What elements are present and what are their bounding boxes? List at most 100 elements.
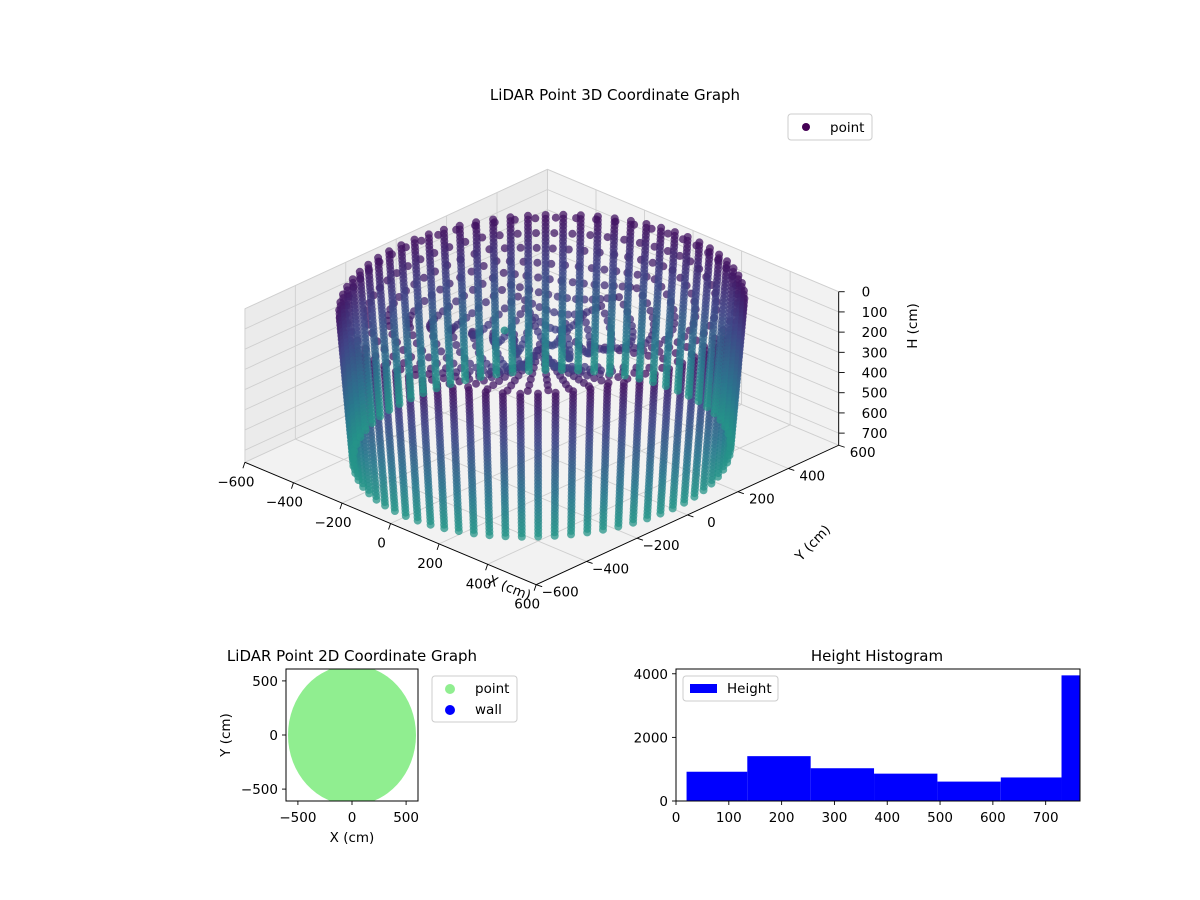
lidar-point — [532, 229, 540, 238]
lidar-point — [401, 512, 410, 520]
y-tick-label: 4000 — [634, 667, 668, 683]
scatter2d-title: LiDAR Point 2D Coordinate Graph — [227, 647, 477, 665]
scatter2d-ylabel: Y (cm) — [218, 713, 234, 758]
lidar-point — [517, 532, 526, 541]
x-tick — [533, 584, 537, 591]
lidar-point — [657, 223, 666, 232]
lidar-point — [668, 504, 677, 513]
x-tick-label: 100 — [716, 810, 742, 826]
scatter3d-panel: LiDAR Point 3D Coordinate Graph −600 −400… — [217, 86, 921, 613]
lidar-point — [648, 258, 657, 267]
lidar-point — [489, 215, 498, 224]
lidar-point — [376, 412, 385, 421]
scatter3d-zlabel: H (cm) — [905, 303, 921, 349]
lidar-point — [483, 385, 492, 394]
z-tick-label: 600 — [862, 406, 888, 422]
lidar-point — [351, 469, 360, 478]
lidar-point — [506, 213, 515, 222]
lidar-point — [576, 211, 585, 220]
scatter3d-ylabel: Y (cm) — [792, 522, 835, 565]
x-tick-label: 0 — [672, 810, 681, 826]
lidar-point — [481, 298, 490, 307]
lidar-point — [532, 243, 541, 252]
lidar-point — [550, 308, 559, 317]
lidar-point — [479, 262, 488, 270]
scatter3d-points — [335, 210, 749, 541]
x-tick-label: 300 — [822, 810, 848, 826]
lidar-point — [368, 419, 377, 428]
lidar-point — [600, 281, 609, 290]
histogram-bar — [1061, 675, 1080, 801]
lidar-point — [533, 258, 542, 267]
lidar-point — [495, 231, 504, 240]
lidar-point — [567, 530, 575, 539]
lidar-point — [385, 247, 394, 256]
x-tick — [339, 502, 343, 510]
lidar-point — [531, 214, 540, 223]
histogram-bar — [1000, 777, 1062, 801]
y-tick-label: 600 — [850, 445, 876, 461]
lidar-point — [550, 531, 559, 540]
lidar-point — [690, 492, 699, 501]
lidar-point — [424, 353, 433, 362]
lidar-point — [564, 245, 573, 254]
lidar-point — [439, 225, 448, 234]
scatter3d-title: LiDAR Point 3D Coordinate Graph — [490, 86, 740, 104]
lidar-point — [632, 284, 641, 293]
lidar-point — [550, 229, 559, 238]
lidar-point — [359, 482, 368, 491]
lidar-point — [349, 454, 357, 463]
lidar-point — [656, 509, 665, 518]
lidar-point — [420, 297, 429, 305]
y-tick-label: 500 — [252, 674, 278, 690]
z-tick-label: 500 — [862, 386, 888, 402]
lidar-point — [499, 268, 508, 277]
lidar-point — [723, 257, 731, 266]
lidar-point — [485, 531, 494, 540]
lidar-point — [675, 251, 684, 260]
lidar-point — [437, 347, 446, 356]
y-tick — [737, 491, 744, 495]
x-tick-label: 600 — [980, 810, 1006, 826]
histogram-bar — [747, 756, 811, 801]
histogram-legend-swatch — [690, 684, 717, 693]
lidar-point — [411, 365, 420, 373]
lidar-point — [472, 218, 481, 227]
scatter3d-legend: point — [787, 113, 873, 141]
lidar-point — [729, 264, 738, 273]
lidar-point — [440, 524, 449, 533]
x-tick — [388, 523, 391, 530]
lidar-point — [534, 273, 543, 282]
lidar-point — [498, 286, 506, 294]
lidar-point — [534, 288, 543, 297]
lidar-point — [663, 247, 672, 255]
lidar-point — [464, 383, 473, 391]
lidar-point — [646, 306, 655, 315]
lidar-point — [516, 310, 525, 319]
y-tick-label: 0 — [707, 515, 716, 531]
lidar-point — [551, 213, 560, 222]
y-axis-line — [535, 444, 839, 586]
x-tick-label: 700 — [1033, 810, 1059, 826]
z-tick-label: 700 — [862, 426, 888, 442]
lidar-point — [643, 514, 652, 523]
grid-h-wall-y — [547, 189, 839, 313]
lidar-point — [356, 433, 365, 441]
lidar-point — [417, 236, 426, 245]
scatter2d-point-cloud — [288, 669, 416, 801]
lidar-point — [583, 325, 592, 334]
lidar-point — [352, 440, 361, 449]
lidar-point — [642, 220, 651, 228]
lidar-point — [516, 243, 525, 252]
y-tick — [586, 561, 593, 564]
lidar-outlier-point — [500, 326, 509, 335]
x-tick — [242, 462, 246, 469]
lidar-point — [501, 532, 510, 541]
lidar-point — [683, 233, 692, 241]
lidar-point — [670, 228, 679, 237]
lidar-point — [535, 303, 544, 312]
lidar-point — [604, 378, 613, 387]
histogram-bar — [686, 771, 748, 801]
histogram-title: Height Histogram — [811, 647, 943, 665]
lidar-point — [567, 362, 576, 371]
